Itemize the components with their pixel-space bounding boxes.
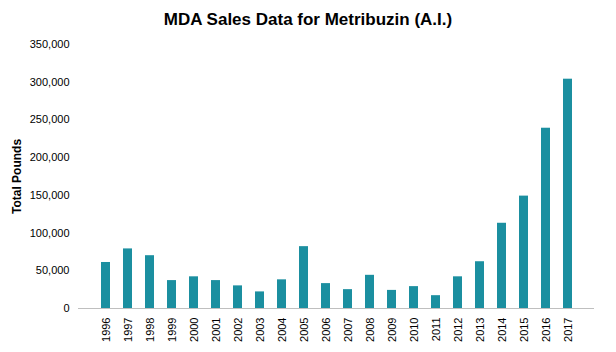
svg-text:2000: 2000 <box>188 318 200 342</box>
svg-text:2010: 2010 <box>408 318 420 342</box>
svg-text:2014: 2014 <box>496 318 508 342</box>
svg-text:100,000: 100,000 <box>30 227 70 239</box>
svg-text:2016: 2016 <box>540 318 552 342</box>
svg-text:300,000: 300,000 <box>30 76 70 88</box>
svg-text:1996: 1996 <box>100 318 112 342</box>
svg-text:1998: 1998 <box>144 318 156 342</box>
svg-text:2017: 2017 <box>562 318 574 342</box>
svg-text:250,000: 250,000 <box>30 113 70 125</box>
svg-text:1997: 1997 <box>122 318 134 342</box>
html-text:MDA Sales Data for Metribuzin: MDA Sales Data for Metribuzin (A.I.) <box>163 10 453 29</box>
svg-text:1999: 1999 <box>166 318 178 342</box>
svg-text:2008: 2008 <box>364 318 376 342</box>
svg-text:150,000: 150,000 <box>30 189 70 201</box>
svg-text:2003: 2003 <box>254 318 266 342</box>
svg-text:50,000: 50,000 <box>36 264 70 276</box>
svg-text:0: 0 <box>63 302 69 314</box>
svg-text:200,000: 200,000 <box>30 151 70 163</box>
svg-text:2011: 2011 <box>430 318 442 342</box>
svg-text:2004: 2004 <box>276 318 288 342</box>
svg-text:2007: 2007 <box>342 318 354 342</box>
svg-text:Total Pounds: Total Pounds <box>10 139 24 214</box>
svg-text:2015: 2015 <box>518 318 530 342</box>
svg-text:2002: 2002 <box>232 318 244 342</box>
svg-text:2013: 2013 <box>474 318 486 342</box>
svg-text:2005: 2005 <box>298 318 310 342</box>
svg-text:350,000: 350,000 <box>30 38 70 50</box>
svg-text:2001: 2001 <box>210 318 222 342</box>
svg-text:2009: 2009 <box>386 318 398 342</box>
svg-text:2012: 2012 <box>452 318 464 342</box>
svg-text:2006: 2006 <box>320 318 332 342</box>
